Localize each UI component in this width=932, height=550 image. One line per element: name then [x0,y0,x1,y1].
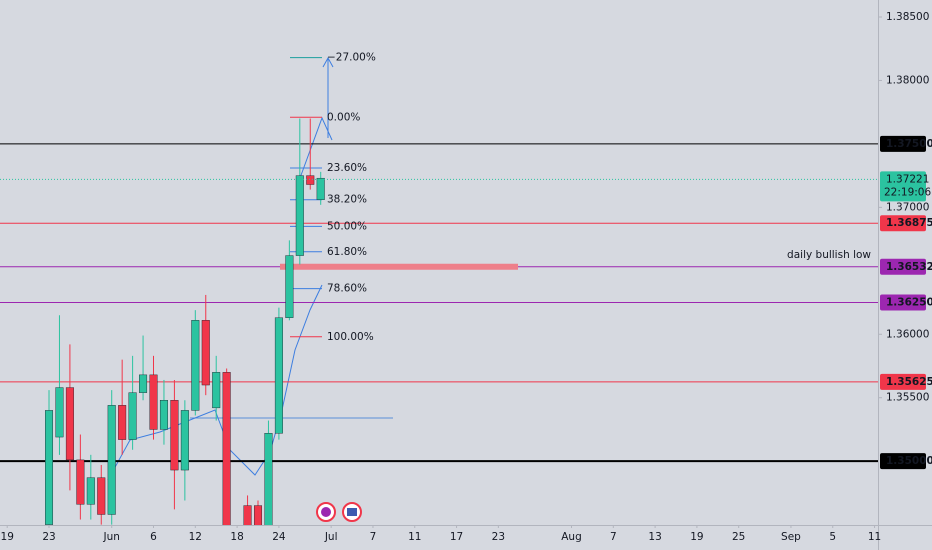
level-label: 1.36875 [886,217,932,229]
x-tick-label: Jun [103,531,120,543]
last-price-label: 1.37221 [886,173,929,185]
candle-body [285,255,294,318]
fib-label: 100.00% [327,331,374,343]
candle-body [149,374,158,430]
x-tick-label: 12 [189,531,202,543]
candle-body [128,392,137,440]
level-label: 1.37500 [886,138,932,150]
annotation: daily bullish low [787,249,871,261]
candle-body [264,433,273,525]
level-label-bg [880,453,926,470]
level-label-bg [880,294,926,311]
projection-path [299,116,333,179]
x-tick-label: 11 [408,531,421,543]
x-tick-label: 18 [230,531,243,543]
x-tick-label: 24 [272,531,286,543]
event-icon [316,502,336,522]
candle-body [118,405,127,440]
x-tick-label: Aug [561,531,582,543]
level-label: 1.35000 [886,455,932,467]
x-tick-label: 13 [648,531,661,543]
x-tick-label: 7 [370,531,377,543]
level-label-bg [880,373,926,390]
fib-label: 78.60% [327,283,367,295]
x-tick-label: 17 [450,531,463,543]
y-tick-label: 1.37000 [886,201,929,213]
candle-body [139,374,148,393]
zone-band [280,263,518,270]
level-label: 1.36250 [886,297,932,309]
candle-body [159,400,168,430]
level-label-bg [880,135,926,152]
x-tick-label: 5 [829,531,836,543]
plot: −27.00% 0.00% 23.60% 38.20% 50.00% 61.80% 78.6… [0,52,878,525]
y-tick-label: 1.38000 [886,74,929,86]
x-tick-label: 19 [1,531,14,543]
candle-body [65,387,74,461]
candle-body [191,320,200,411]
fib-label: 23.60% [327,162,367,174]
fib-label: 61.80% [327,246,367,258]
candle-body [201,320,210,386]
y-tick-label: 1.35500 [886,392,929,404]
x-tick-label: Jul [324,531,338,543]
candle-body [107,405,116,515]
candle-body [222,372,231,525]
candle-body [170,400,179,471]
arrow-head [322,56,334,68]
y-tick-label: 1.38500 [886,11,929,23]
candle-body [55,387,64,438]
candle-body [316,177,325,200]
candle-body [243,505,252,525]
candle-body [306,175,315,185]
countdown-label: 22:19:06 [884,186,931,198]
fib-label: 0.00% [327,111,360,123]
fib-label: 38.20% [327,194,367,206]
candle-body [180,410,189,471]
x-tick-label: 6 [150,531,157,543]
candle-body [295,175,304,256]
level-label-bg [880,215,926,232]
candle-body [86,477,95,505]
x-tick-label: 11 [868,531,881,543]
x-tick-label: 7 [610,531,617,543]
candle-body [254,505,263,525]
moving-average [107,284,323,481]
candle-body [212,372,221,409]
event-icon [342,502,362,522]
axis-border [0,525,932,526]
fib-label: 50.00% [327,220,367,232]
candle-body [274,317,283,434]
x-tick-label: 25 [732,531,745,543]
axis-border [878,0,879,550]
x-tick-label: 23 [42,531,55,543]
x-tick-label: 19 [690,531,703,543]
candle-body [45,410,54,525]
y-tick-label: 1.36000 [886,328,929,340]
last-price-bg [880,171,926,202]
x-tick-label: 23 [492,531,505,543]
candle-body [76,459,85,505]
candle-body [97,477,106,515]
level-label: 1.36532 [886,261,932,273]
fib-label: −27.00% [327,52,376,64]
x-tick-label: Sep [781,531,801,543]
level-label: 1.35625 [886,376,932,388]
level-label-bg [880,258,926,275]
